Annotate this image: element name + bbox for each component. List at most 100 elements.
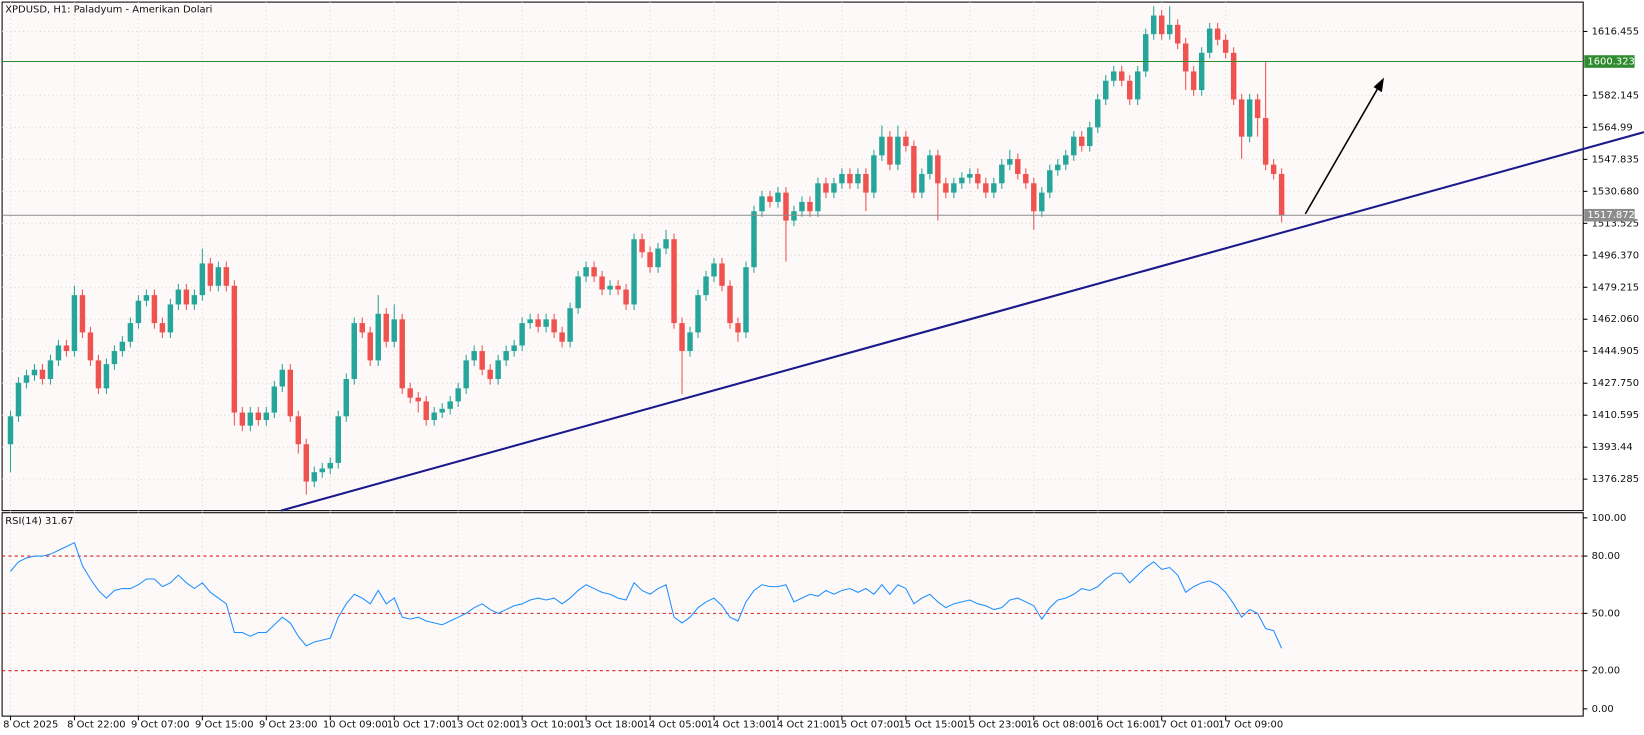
rsi-y-tick-label: 100.00 [1592, 513, 1627, 524]
candle-body [1134, 71, 1141, 100]
candle-body [591, 267, 597, 277]
candle-body [471, 351, 477, 361]
candle-body [903, 136, 909, 147]
candle-body [511, 345, 517, 352]
rsi-panel [1, 512, 1584, 717]
y-tick-label: 1582.145 [1592, 90, 1639, 101]
price-level-label: 1517.872 [1587, 210, 1634, 221]
candle-body [375, 313, 381, 361]
candle-body [271, 386, 278, 413]
x-tick-label: 8 Oct 2025 [3, 720, 58, 731]
candle-body [151, 295, 158, 324]
candle-body [1158, 15, 1165, 35]
x-tick-label: 13 Oct 10:00 [515, 720, 580, 731]
y-tick-label: 1393.44 [1592, 442, 1633, 453]
x-tick-label: 10 Oct 17:00 [387, 720, 452, 731]
candle-body [1103, 80, 1109, 100]
candle-body [87, 332, 94, 361]
x-tick-label: 13 Oct 02:00 [451, 720, 516, 731]
candle-body [487, 369, 493, 380]
candle-body [791, 211, 797, 221]
candle-body [79, 295, 86, 333]
rsi-y-tick-label: 80.00 [1592, 551, 1620, 562]
candle-body [1023, 173, 1029, 184]
candle-body [455, 388, 461, 402]
candle-body [1095, 99, 1101, 128]
candle-body [383, 313, 389, 342]
candle-body [1238, 99, 1245, 137]
y-tick-label: 1444.905 [1592, 346, 1639, 357]
candle-body [327, 462, 333, 469]
candle-body [1190, 71, 1197, 91]
trend-line [280, 131, 1644, 512]
candle-body [215, 267, 222, 286]
candle-body [815, 183, 821, 212]
candle-body [927, 155, 933, 174]
candle-body [799, 201, 805, 212]
candle-body [439, 408, 445, 413]
candle-body [887, 136, 893, 165]
candle-body [735, 323, 741, 333]
candle-body [1119, 71, 1125, 81]
candle-body [319, 468, 325, 473]
candle-body [55, 345, 62, 361]
x-tick-label: 14 Oct 13:00 [707, 720, 772, 731]
candle-body [1111, 71, 1117, 81]
candle-body [495, 360, 501, 380]
candle-body [1126, 80, 1133, 100]
candle-body [719, 263, 725, 286]
y-tick-label: 1547.835 [1592, 154, 1639, 165]
candle-body [631, 239, 637, 305]
candle-body [23, 375, 30, 383]
candle-body [103, 364, 110, 389]
rsi-y-tick-label: 20.00 [1592, 666, 1620, 677]
candle-body [615, 285, 621, 290]
x-tick-label: 17 Oct 09:00 [1218, 720, 1283, 731]
candle-body [959, 177, 965, 184]
candle-body [167, 304, 174, 333]
candle-body [1047, 170, 1053, 193]
candle-body [479, 351, 485, 370]
y-tick-label: 1513.525 [1592, 218, 1639, 229]
candle-body [831, 183, 837, 193]
candle-body [1071, 136, 1077, 156]
candle-body [63, 345, 70, 352]
candle-body [911, 146, 917, 193]
candle-body [543, 319, 549, 327]
candle-body [1230, 52, 1237, 100]
candle-body [983, 183, 989, 193]
candle-body [111, 351, 118, 365]
candle-body [247, 412, 254, 426]
candle-body [311, 472, 318, 482]
candle-body [1254, 99, 1261, 119]
candle-body [1166, 24, 1173, 35]
candle-body [351, 323, 357, 380]
candle-body [951, 183, 957, 193]
candle-body [15, 382, 22, 417]
candle-body [1039, 192, 1045, 212]
candle-body [751, 211, 757, 268]
candle-body [647, 252, 653, 268]
candle-body [759, 196, 765, 212]
candle-body [1079, 136, 1085, 147]
candle-body [223, 267, 230, 286]
candle-body [663, 239, 669, 249]
candle-body [1015, 159, 1021, 174]
candle-body [359, 323, 365, 333]
candle-body [199, 263, 206, 296]
x-tick-label: 13 Oct 18:00 [579, 720, 644, 731]
x-tick-label: 14 Oct 21:00 [771, 720, 836, 731]
candle-body [31, 369, 38, 376]
x-tick-label: 9 Oct 23:00 [259, 720, 318, 731]
candle-body [975, 173, 981, 184]
candle-body [415, 397, 421, 402]
candle-body [607, 285, 613, 290]
candle-body [519, 323, 525, 346]
y-tick-label: 1376.285 [1592, 474, 1639, 485]
y-tick-label: 1427.750 [1592, 378, 1639, 389]
candle-body [655, 248, 661, 268]
candle-body [623, 289, 629, 305]
candle-body [1063, 155, 1069, 165]
candle-body [1206, 28, 1213, 53]
